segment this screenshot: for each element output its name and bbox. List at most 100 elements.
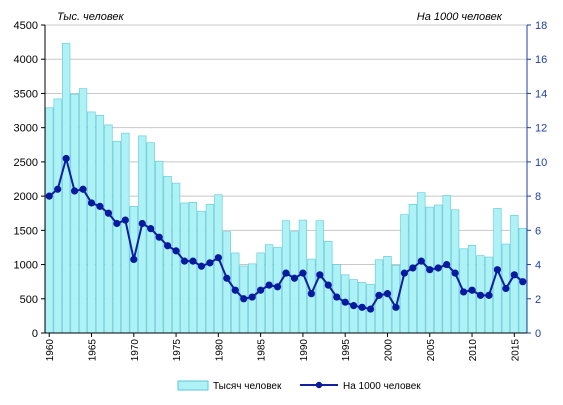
left-tick-label: 4000 xyxy=(14,54,38,66)
rate-point-1991 xyxy=(307,290,315,298)
rate-point-1970 xyxy=(130,255,138,264)
rate-point-1962 xyxy=(62,154,70,163)
bar-1970 xyxy=(129,206,138,334)
rate-point-1986 xyxy=(265,281,273,289)
left-tick-label: 3000 xyxy=(14,123,38,135)
bar-1973 xyxy=(155,160,164,334)
x-tick-label: 2015 xyxy=(510,339,521,362)
rate-point-2015 xyxy=(510,271,518,279)
right-axis-ticks: 0 2 4 6 8 10 12 14 16 18 xyxy=(527,20,547,340)
rate-point-1963 xyxy=(70,187,79,195)
x-tick-label: 1970 xyxy=(130,339,141,362)
bars-layer xyxy=(45,43,527,334)
rate-point-1960 xyxy=(45,192,53,200)
x-tick-label: 2010 xyxy=(468,339,479,362)
rate-point-1967 xyxy=(104,209,113,217)
left-tick-label: 4500 xyxy=(14,20,38,32)
x-tick-label: 1960 xyxy=(45,339,56,362)
rate-point-2010 xyxy=(468,286,476,294)
bar-1963 xyxy=(70,93,79,334)
rate-point-1976 xyxy=(180,257,189,265)
right-tick-label: 6 xyxy=(535,225,541,237)
rate-point-1989 xyxy=(290,274,299,282)
left-tick-label: 1000 xyxy=(14,260,38,272)
line-layer xyxy=(45,154,527,313)
rate-point-1992 xyxy=(316,271,324,279)
bar-1964 xyxy=(78,88,88,334)
right-tick-label: 8 xyxy=(535,191,541,203)
bar-1986 xyxy=(264,244,274,334)
right-tick-label: 18 xyxy=(535,20,547,32)
x-axis-ticks: 1960 1965 1970 1975 1980 1985 1990 1995 2000 2005… xyxy=(45,333,521,361)
rate-point-1998 xyxy=(366,305,375,313)
rate-point-1975 xyxy=(172,247,180,255)
rate-point-1980 xyxy=(214,254,222,262)
bar-1960 xyxy=(45,107,54,334)
legend-bar-label: Тысяч человек xyxy=(213,381,282,392)
rate-point-1978 xyxy=(197,262,206,270)
rate-point-1997 xyxy=(358,303,366,311)
bar-1972 xyxy=(146,142,155,334)
rate-point-1987 xyxy=(273,283,282,291)
rate-point-1981 xyxy=(223,274,231,282)
rate-point-1990 xyxy=(299,269,307,277)
rate-point-1993 xyxy=(324,281,332,289)
left-tick-label: 0 xyxy=(32,328,38,340)
rate-point-1996 xyxy=(350,302,358,310)
left-tick-label: 1500 xyxy=(14,225,38,237)
rate-point-1988 xyxy=(282,269,290,277)
rate-point-1971 xyxy=(138,219,146,228)
rate-point-1974 xyxy=(164,242,172,250)
rate-point-1961 xyxy=(54,185,62,193)
rate-point-2002 xyxy=(400,269,408,277)
bar-1967 xyxy=(104,124,113,334)
axes-layer xyxy=(44,25,528,334)
rate-point-1994 xyxy=(333,293,341,301)
rate-point-1983 xyxy=(240,295,248,303)
rate-point-2009 xyxy=(459,288,468,296)
rate-point-1966 xyxy=(96,202,104,210)
left-tick-label: 2500 xyxy=(14,157,38,169)
rate-point-2004 xyxy=(417,257,425,265)
rate-point-1979 xyxy=(206,259,214,267)
rate-point-1972 xyxy=(147,225,155,233)
x-tick-label: 1975 xyxy=(172,339,183,362)
bar-1966 xyxy=(95,115,105,334)
rate-point-1965 xyxy=(87,199,96,207)
right-tick-label: 2 xyxy=(535,294,541,306)
left-tick-label: 2000 xyxy=(14,191,38,203)
x-tick-label: 1995 xyxy=(341,339,352,362)
bar-1976 xyxy=(180,202,189,334)
legend-line-label: На 1000 человек xyxy=(343,381,421,392)
rate-point-1985 xyxy=(257,286,265,294)
rate-point-1995 xyxy=(341,298,349,306)
rate-point-2008 xyxy=(451,269,459,277)
rate-point-2006 xyxy=(434,264,442,272)
bar-1961 xyxy=(53,98,62,334)
bar-1979 xyxy=(205,204,215,334)
rate-point-1968 xyxy=(113,219,121,228)
rate-point-1977 xyxy=(189,257,197,265)
rate-point-2000 xyxy=(383,290,392,298)
rate-point-2013 xyxy=(493,266,502,274)
rate-point-1982 xyxy=(231,286,239,294)
x-tick-label: 1980 xyxy=(214,339,225,362)
right-unit-label: На 1000 человек xyxy=(417,11,503,23)
rate-point-2001 xyxy=(392,303,400,311)
legend-line-marker xyxy=(315,381,323,389)
left-axis-ticks: 0 500 1000 1500 2000 2500 3000 3500 4000 4500 xyxy=(14,20,45,340)
rate-point-1984 xyxy=(248,293,256,301)
x-tick-label: 1985 xyxy=(257,339,268,362)
rate-point-2014 xyxy=(502,284,510,293)
right-tick-label: 16 xyxy=(535,54,547,66)
legend-bar-swatch xyxy=(177,380,209,391)
legend: Тысяч человек На 1000 человек xyxy=(177,380,421,392)
x-tick-label: 1990 xyxy=(299,339,310,362)
rate-point-2007 xyxy=(443,260,451,269)
rate-point-2016 xyxy=(519,278,527,286)
rate-point-2011 xyxy=(476,291,485,299)
bar-1989 xyxy=(290,231,299,334)
bar-1977 xyxy=(188,201,198,334)
bar-1962 xyxy=(62,43,71,334)
